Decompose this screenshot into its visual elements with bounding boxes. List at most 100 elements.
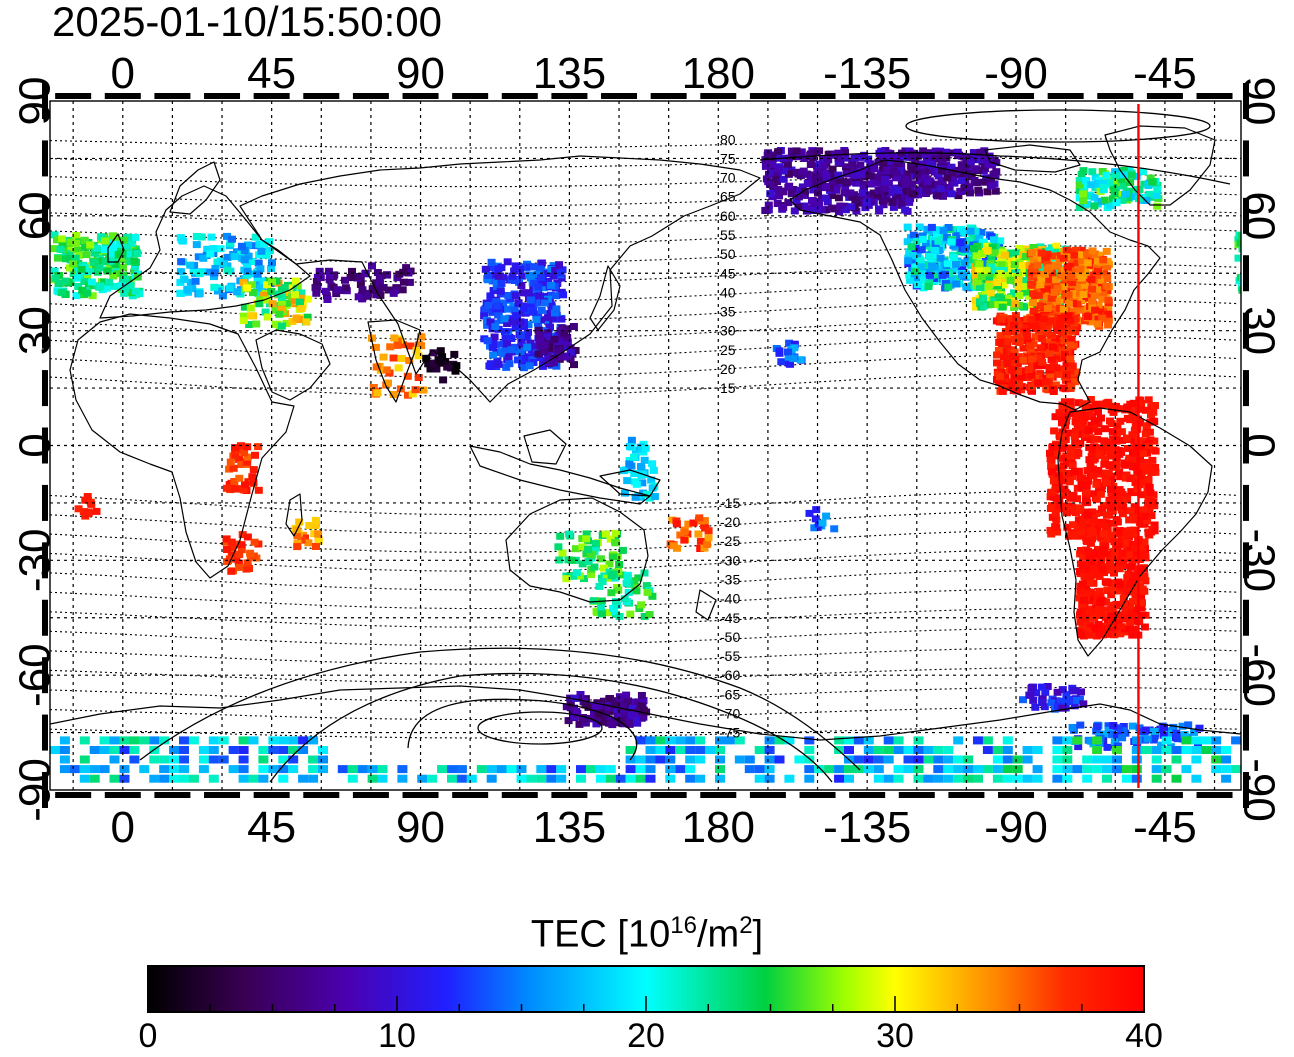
tec-cell xyxy=(1143,517,1152,525)
tec-cell xyxy=(883,746,894,754)
tec-cell xyxy=(1094,408,1102,416)
tec-cell xyxy=(991,266,1000,274)
tec-cell xyxy=(1106,444,1114,452)
tec-cell xyxy=(1052,755,1063,764)
tec-cell xyxy=(268,300,277,308)
top-border-bar xyxy=(849,93,886,99)
tec-cell xyxy=(1020,303,1028,311)
tec-cell xyxy=(1112,199,1121,207)
top-border-bar xyxy=(948,93,985,99)
tec-cell xyxy=(243,559,252,567)
tec-cell xyxy=(318,765,328,774)
tec-cell xyxy=(516,331,525,339)
tec-cell xyxy=(84,508,93,516)
tec-cell xyxy=(1041,688,1050,696)
tec-cell xyxy=(562,338,571,346)
tec-cell xyxy=(131,233,140,241)
tec-cell xyxy=(1102,511,1111,519)
tec-cell xyxy=(1107,612,1116,620)
tec-cell xyxy=(79,736,90,745)
tec-cell xyxy=(1096,490,1105,498)
tec-cell xyxy=(804,746,815,754)
tec-cell xyxy=(341,284,350,292)
tec-cell xyxy=(258,774,269,783)
tec-cell xyxy=(1120,166,1129,174)
top-border-bar xyxy=(1196,93,1233,99)
tec-cell xyxy=(302,318,311,326)
tec-cell xyxy=(1123,445,1132,452)
tec-cell xyxy=(237,541,246,549)
geomagnetic-pole-south xyxy=(477,711,603,745)
tec-cell xyxy=(996,332,1005,340)
tec-cell xyxy=(53,236,61,244)
tec-cell xyxy=(1110,587,1119,595)
tec-cell xyxy=(576,774,586,783)
tec-cell xyxy=(947,190,956,198)
tec-cell xyxy=(650,493,659,500)
tec-cell xyxy=(318,746,328,754)
tec-cell xyxy=(993,351,1001,359)
tec-cell xyxy=(314,537,323,545)
tec-cell xyxy=(1090,435,1099,443)
tec-cell xyxy=(109,774,120,783)
tec-cell xyxy=(922,186,931,194)
tec-cell xyxy=(952,232,961,240)
tec-cell xyxy=(50,231,59,239)
tec-cell xyxy=(903,746,914,754)
tec-cell xyxy=(1010,300,1019,308)
tec-cell xyxy=(239,486,248,494)
tec-cell xyxy=(913,736,924,745)
tec-cell xyxy=(540,348,548,356)
tec-cell xyxy=(259,277,268,285)
tec-cell xyxy=(914,186,923,194)
tec-cell xyxy=(1102,579,1111,587)
tec-cell xyxy=(908,190,917,198)
tec-cell xyxy=(74,259,83,267)
tec-cell xyxy=(822,182,830,190)
tec-cell xyxy=(973,765,983,774)
tec-cell xyxy=(526,274,535,282)
bottom-border-bar xyxy=(352,792,389,798)
tec-cell xyxy=(866,172,875,180)
tec-cell xyxy=(1108,428,1117,436)
tec-cell xyxy=(223,232,231,240)
tec-cell xyxy=(258,765,269,774)
tec-cell xyxy=(249,479,258,487)
tec-cell xyxy=(1073,259,1082,267)
tec-cell xyxy=(1088,528,1097,536)
tec-cell xyxy=(119,263,127,271)
colorbar xyxy=(147,965,1145,1013)
tec-cell xyxy=(974,186,983,194)
tec-cell xyxy=(1076,504,1085,512)
tec-cell xyxy=(1098,400,1107,408)
tec-cell xyxy=(427,774,438,783)
tec-cell xyxy=(1131,736,1142,745)
tec-cell xyxy=(835,176,844,184)
tec-cell xyxy=(584,703,593,711)
tec-cell xyxy=(809,186,818,194)
tec-cell xyxy=(853,755,864,764)
tec-cell xyxy=(1096,278,1104,285)
tec-cell xyxy=(513,356,522,364)
tec-cell xyxy=(625,719,634,727)
tec-cell xyxy=(1053,464,1061,472)
tec-cell xyxy=(1084,427,1093,435)
lat-tick-left: 30 xyxy=(11,306,60,355)
tec-cell xyxy=(1159,731,1168,739)
tec-cell xyxy=(828,165,837,173)
tec-cell xyxy=(399,341,407,349)
tec-cell xyxy=(79,765,90,774)
tec-cell xyxy=(1070,251,1079,259)
tec-cell xyxy=(1066,398,1075,406)
magnetic-latitude-line xyxy=(50,607,1239,628)
colorbar-tick-label: 40 xyxy=(1125,1017,1163,1055)
tec-cell xyxy=(499,299,508,307)
bottom-border-bar xyxy=(154,792,191,798)
tec-cell xyxy=(925,271,934,279)
tec-cell xyxy=(536,336,545,344)
tec-cell xyxy=(1088,535,1096,543)
tec-cell xyxy=(1140,538,1149,546)
tec-cell xyxy=(564,717,573,725)
tec-cell xyxy=(1002,746,1013,754)
tec-cell xyxy=(806,161,815,168)
